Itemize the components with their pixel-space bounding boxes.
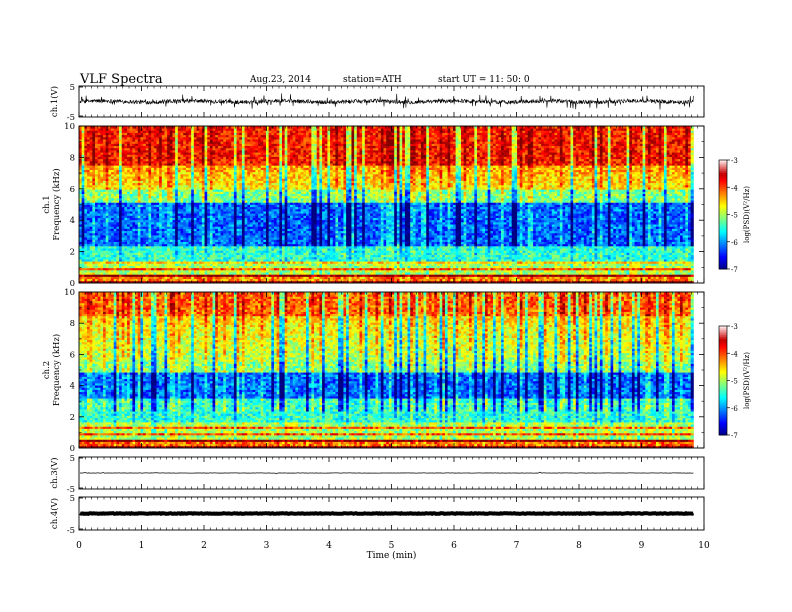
ch1-waveform-trace: [80, 93, 693, 109]
ch1-waveform-ylabel: ch.1(V): [49, 86, 60, 117]
vlf-figure: 5-5ch.1(V)0246810ch.1 Frequency (kHz)-3-4…: [0, 0, 792, 612]
y-tick-label: 5: [70, 83, 75, 93]
ch1-spectrogram-image: [79, 126, 694, 283]
